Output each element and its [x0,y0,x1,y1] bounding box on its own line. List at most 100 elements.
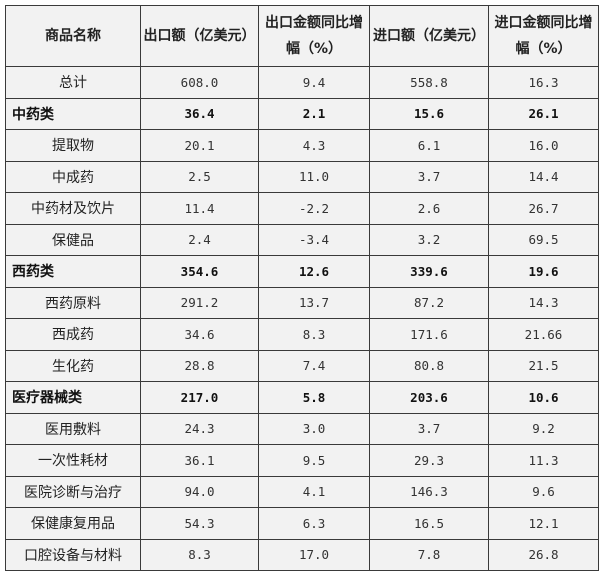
import-amount-cell: 7.8 [369,538,489,571]
export-amount-cell: 291.2 [140,286,259,319]
table-row: 医院诊断与治疗 94.0 4.1 146.3 9.6 [5,475,599,508]
table-row: 西药原料 291.2 13.7 87.2 14.3 [5,286,599,319]
export-growth-cell: 4.3 [258,129,370,162]
table-row: 提取物 20.1 4.3 6.1 16.0 [5,129,599,162]
export-amount-cell: 24.3 [140,412,259,445]
import-amount-cell: 2.6 [369,192,489,225]
import-growth-cell: 14.4 [488,160,599,193]
table-row: 总计 608.0 9.4 558.8 16.3 [5,66,599,99]
export-amount-cell: 608.0 [140,66,259,99]
import-amount-cell: 171.6 [369,318,489,351]
product-name-cell: 医用敷料 [5,412,141,445]
header-export-growth: 出口金额同比增幅（%） [258,5,370,67]
import-amount-cell: 203.6 [369,381,489,414]
export-amount-cell: 94.0 [140,475,259,508]
export-growth-cell: 6.3 [258,507,370,540]
export-amount-cell: 20.1 [140,129,259,162]
table-body: 总计 608.0 9.4 558.8 16.3 中药类 36.4 2.1 15.6 26.1 提取物… [5,66,599,571]
product-name-cell: 医院诊断与治疗 [5,475,141,508]
import-growth-cell: 21.5 [488,349,599,382]
table-row: 西成药 34.6 8.3 171.6 21.66 [5,318,599,351]
import-growth-cell: 9.2 [488,412,599,445]
export-growth-cell: 3.0 [258,412,370,445]
export-growth-cell: 7.4 [258,349,370,382]
export-amount-cell: 217.0 [140,381,259,414]
export-amount-cell: 2.5 [140,160,259,193]
product-name-cell: 生化药 [5,349,141,382]
export-amount-cell: 34.6 [140,318,259,351]
import-growth-cell: 16.3 [488,66,599,99]
export-amount-cell: 54.3 [140,507,259,540]
category-row: 中药类 36.4 2.1 15.6 26.1 [5,97,599,130]
import-growth-cell: 21.66 [488,318,599,351]
header-product-name: 商品名称 [5,5,141,67]
import-amount-cell: 3.2 [369,223,489,256]
table-row: 一次性耗材 36.1 9.5 29.3 11.3 [5,444,599,477]
import-growth-cell: 12.1 [488,507,599,540]
table-row: 中成药 2.5 11.0 3.7 14.4 [5,160,599,193]
import-growth-cell: 19.6 [488,255,599,288]
product-name-cell: 西成药 [5,318,141,351]
import-growth-cell: 26.7 [488,192,599,225]
product-name-cell: 中药材及饮片 [5,192,141,225]
import-growth-cell: 11.3 [488,444,599,477]
import-amount-cell: 146.3 [369,475,489,508]
import-amount-cell: 6.1 [369,129,489,162]
table-row: 中药材及饮片 11.4 -2.2 2.6 26.7 [5,192,599,225]
import-amount-cell: 3.7 [369,412,489,445]
import-amount-cell: 15.6 [369,97,489,130]
export-growth-cell: 13.7 [258,286,370,319]
header-import-amount: 进口额（亿美元） [369,5,489,67]
import-amount-cell: 3.7 [369,160,489,193]
product-name-cell: 提取物 [5,129,141,162]
export-amount-cell: 28.8 [140,349,259,382]
export-growth-cell: -3.4 [258,223,370,256]
export-amount-cell: 36.1 [140,444,259,477]
export-amount-cell: 354.6 [140,255,259,288]
table-row: 生化药 28.8 7.4 80.8 21.5 [5,349,599,382]
import-growth-cell: 14.3 [488,286,599,319]
export-growth-cell: 12.6 [258,255,370,288]
category-row: 西药类 354.6 12.6 339.6 19.6 [5,255,599,288]
table-row: 保健品 2.4 -3.4 3.2 69.5 [5,223,599,256]
export-growth-cell: 9.5 [258,444,370,477]
import-growth-cell: 10.6 [488,381,599,414]
import-amount-cell: 339.6 [369,255,489,288]
import-growth-cell: 26.1 [488,97,599,130]
product-name-cell: 中药类 [5,97,141,130]
header-import-growth: 进口金额同比增幅（%） [488,5,599,67]
export-growth-cell: -2.2 [258,192,370,225]
export-growth-cell: 5.8 [258,381,370,414]
export-growth-cell: 2.1 [258,97,370,130]
product-name-cell: 保健品 [5,223,141,256]
import-amount-cell: 87.2 [369,286,489,319]
export-amount-cell: 8.3 [140,538,259,571]
category-row: 医疗器械类 217.0 5.8 203.6 10.6 [5,381,599,414]
import-amount-cell: 558.8 [369,66,489,99]
table-row: 医用敷料 24.3 3.0 3.7 9.2 [5,412,599,445]
product-name-cell: 中成药 [5,160,141,193]
product-name-cell: 口腔设备与材料 [5,538,141,571]
export-growth-cell: 4.1 [258,475,370,508]
export-growth-cell: 11.0 [258,160,370,193]
product-name-cell: 总计 [5,66,141,99]
product-name-cell: 一次性耗材 [5,444,141,477]
header-export-amount: 出口额（亿美元） [140,5,259,67]
export-amount-cell: 2.4 [140,223,259,256]
import-amount-cell: 29.3 [369,444,489,477]
import-growth-cell: 9.6 [488,475,599,508]
product-name-cell: 西药类 [5,255,141,288]
export-growth-cell: 17.0 [258,538,370,571]
header-row: 商品名称 出口额（亿美元） 出口金额同比增幅（%） 进口额（亿美元） 进口金额同… [5,5,599,67]
export-growth-cell: 8.3 [258,318,370,351]
export-amount-cell: 36.4 [140,97,259,130]
import-growth-cell: 26.8 [488,538,599,571]
product-name-cell: 西药原料 [5,286,141,319]
import-amount-cell: 16.5 [369,507,489,540]
product-name-cell: 保健康复用品 [5,507,141,540]
import-growth-cell: 16.0 [488,129,599,162]
export-amount-cell: 11.4 [140,192,259,225]
import-growth-cell: 69.5 [488,223,599,256]
export-growth-cell: 9.4 [258,66,370,99]
table-row: 保健康复用品 54.3 6.3 16.5 12.1 [5,507,599,540]
